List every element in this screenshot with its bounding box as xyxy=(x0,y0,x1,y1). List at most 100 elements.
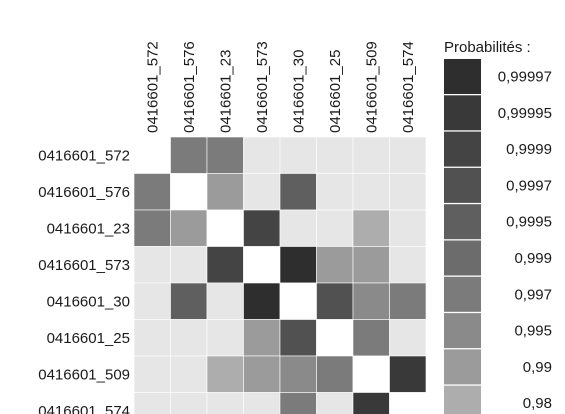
heatmap-cell xyxy=(389,209,427,247)
heatmap-cell xyxy=(170,246,208,284)
heatmap-cell xyxy=(279,282,317,320)
heatmap-cell xyxy=(206,282,244,320)
legend-swatch xyxy=(444,131,481,167)
row-label: 0416601_30 xyxy=(47,293,130,310)
heatmap-cell xyxy=(279,173,317,211)
heatmap-cell xyxy=(316,282,354,320)
heatmap-cell xyxy=(352,319,390,357)
heatmap-cell xyxy=(243,173,281,211)
heatmap-cell xyxy=(279,355,317,393)
heatmap-cell xyxy=(206,392,244,414)
heatmap-cell xyxy=(243,355,281,393)
heatmap-cell xyxy=(170,355,208,393)
legend-swatch xyxy=(444,167,481,203)
column-label: 0416601_23 xyxy=(217,50,234,133)
column-labels: 0416601_572 0416601_576 0416601_23 0416601_… xyxy=(144,41,417,133)
heatmap-cell xyxy=(316,392,354,414)
legend-swatch xyxy=(444,204,481,240)
heatmap-cell xyxy=(206,209,244,247)
legend-label: 0,999 xyxy=(514,250,552,267)
heatmap-cell xyxy=(243,319,281,357)
legend-swatch xyxy=(444,276,481,312)
heatmap-cell xyxy=(352,209,390,247)
heatmap-cell xyxy=(243,246,281,284)
legend-swatch xyxy=(444,59,481,94)
heatmap-cell xyxy=(170,319,208,357)
row-label: 0416601_576 xyxy=(38,184,130,201)
heatmap-cell xyxy=(279,136,317,174)
heatmap-cell xyxy=(170,392,208,414)
heatmap-cell xyxy=(389,136,427,174)
row-labels: 0416601_572 0416601_576 0416601_23 0416601_… xyxy=(38,147,130,414)
heatmap-cell xyxy=(279,392,317,414)
row-label: 0416601_23 xyxy=(47,220,130,237)
heatmap-cell xyxy=(133,319,171,357)
heatmap-cells xyxy=(133,136,427,414)
heatmap-cell xyxy=(279,319,317,357)
legend-swatch xyxy=(444,95,481,131)
row-label: 0416601_574 xyxy=(38,403,130,414)
heatmap-cell xyxy=(206,319,244,357)
heatmap-cell xyxy=(170,282,208,320)
heatmap-cell xyxy=(316,355,354,393)
legend-label: 0,995 xyxy=(514,323,552,340)
column-label: 0416601_25 xyxy=(327,50,344,133)
heatmap-cell xyxy=(170,173,208,211)
heatmap-cell xyxy=(243,392,281,414)
heatmap-cell xyxy=(352,282,390,320)
column-label: 0416601_574 xyxy=(400,41,417,133)
heatmap-cell xyxy=(279,209,317,247)
heatmap-cell xyxy=(133,355,171,393)
row-label: 0416601_573 xyxy=(38,257,130,274)
heatmap-cell xyxy=(206,355,244,393)
heatmap-cell xyxy=(206,246,244,284)
column-label: 0416601_573 xyxy=(254,41,271,133)
row-label: 0416601_509 xyxy=(38,366,130,383)
heatmap-cell xyxy=(133,136,171,174)
heatmap-cell xyxy=(316,173,354,211)
legend-label: 0,99997 xyxy=(498,69,552,86)
heatmap-cell xyxy=(133,173,171,211)
heatmap-cell xyxy=(389,173,427,211)
heatmap-cell xyxy=(389,282,427,320)
row-label: 0416601_572 xyxy=(38,147,130,164)
heatmap-cell xyxy=(170,209,208,247)
heatmap-cell xyxy=(389,392,427,414)
heatmap-cell xyxy=(316,246,354,284)
heatmap-cell xyxy=(206,173,244,211)
heatmap-cell xyxy=(133,392,171,414)
legend-swatch xyxy=(444,349,481,385)
legend-label: 0,99995 xyxy=(498,105,552,122)
heatmap-cell xyxy=(243,209,281,247)
legend-label: 0,9999 xyxy=(506,141,552,158)
heatmap-cell xyxy=(206,136,244,174)
heatmap-cell xyxy=(316,319,354,357)
column-label: 0416601_509 xyxy=(363,41,380,133)
heatmap-cell xyxy=(279,246,317,284)
heatmap-cell xyxy=(170,136,208,174)
row-label: 0416601_25 xyxy=(47,330,130,347)
heatmap-cell xyxy=(389,246,427,284)
heatmap-cell xyxy=(352,355,390,393)
column-label: 0416601_572 xyxy=(144,41,161,133)
legend-label: 0,98 xyxy=(523,395,552,412)
heatmap-cell xyxy=(352,246,390,284)
heatmap-cell xyxy=(133,282,171,320)
legend-title: Probabilités : xyxy=(444,39,531,56)
heatmap-cell xyxy=(389,355,427,393)
column-label: 0416601_576 xyxy=(181,41,198,133)
legend: Probabilités : 0,99997 0,99995 0,9999 0,999… xyxy=(444,39,552,414)
heatmap-cell xyxy=(316,209,354,247)
legend-swatch xyxy=(444,313,481,349)
legend-swatch xyxy=(444,240,481,276)
heatmap-cell xyxy=(243,282,281,320)
column-label: 0416601_30 xyxy=(290,50,307,133)
heatmap-cell xyxy=(243,136,281,174)
legend-swatch xyxy=(444,385,481,414)
legend-label: 0,99 xyxy=(523,359,552,376)
legend-label: 0,9995 xyxy=(506,214,552,231)
heatmap-cell xyxy=(352,392,390,414)
heatmap-cell xyxy=(352,173,390,211)
legend-label: 0,997 xyxy=(514,286,552,303)
